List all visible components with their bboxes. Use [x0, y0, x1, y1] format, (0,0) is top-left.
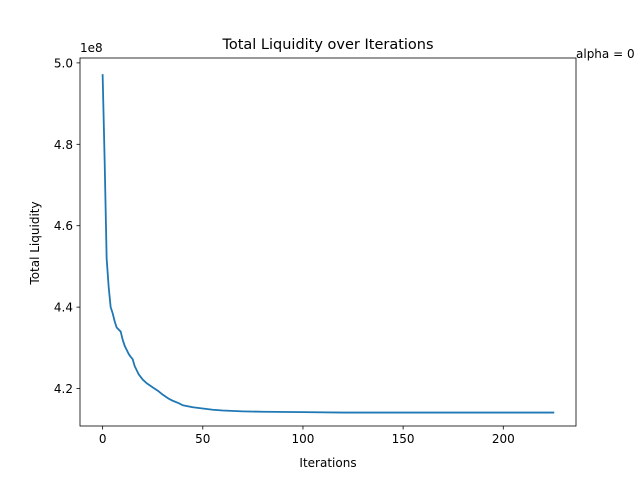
- x-axis-label: Iterations: [299, 456, 356, 470]
- y-tick-label: 4.6: [54, 219, 73, 233]
- plot-area: 0 50 100 150 200 4.2 4.4 4.6 4.8 5.0: [54, 56, 577, 446]
- axes-frame: [79, 57, 577, 427]
- y-axis-label: Total Liquidity: [28, 201, 42, 285]
- x-tick-label: 150: [392, 432, 415, 446]
- x-axis-ticks: 0 50 100 150 200: [99, 426, 515, 446]
- y-axis-ticks: 4.2 4.4 4.6 4.8 5.0: [54, 56, 80, 396]
- chart-title: Total Liquidity over Iterations: [221, 37, 433, 53]
- x-tick-label: 50: [195, 432, 210, 446]
- y-tick-label: 4.8: [54, 138, 73, 152]
- x-tick-label: 0: [99, 432, 107, 446]
- annotation-label: alpha = 0: [576, 47, 635, 61]
- y-tick-label: 5.0: [54, 56, 73, 70]
- x-tick-label: 200: [492, 432, 515, 446]
- y-axis-offset-label: 1e8: [80, 41, 103, 55]
- series-line: [101, 74, 555, 414]
- x-tick-label: 100: [292, 432, 315, 446]
- y-tick-label: 4.2: [54, 382, 73, 396]
- y-tick-label: 4.4: [54, 301, 73, 315]
